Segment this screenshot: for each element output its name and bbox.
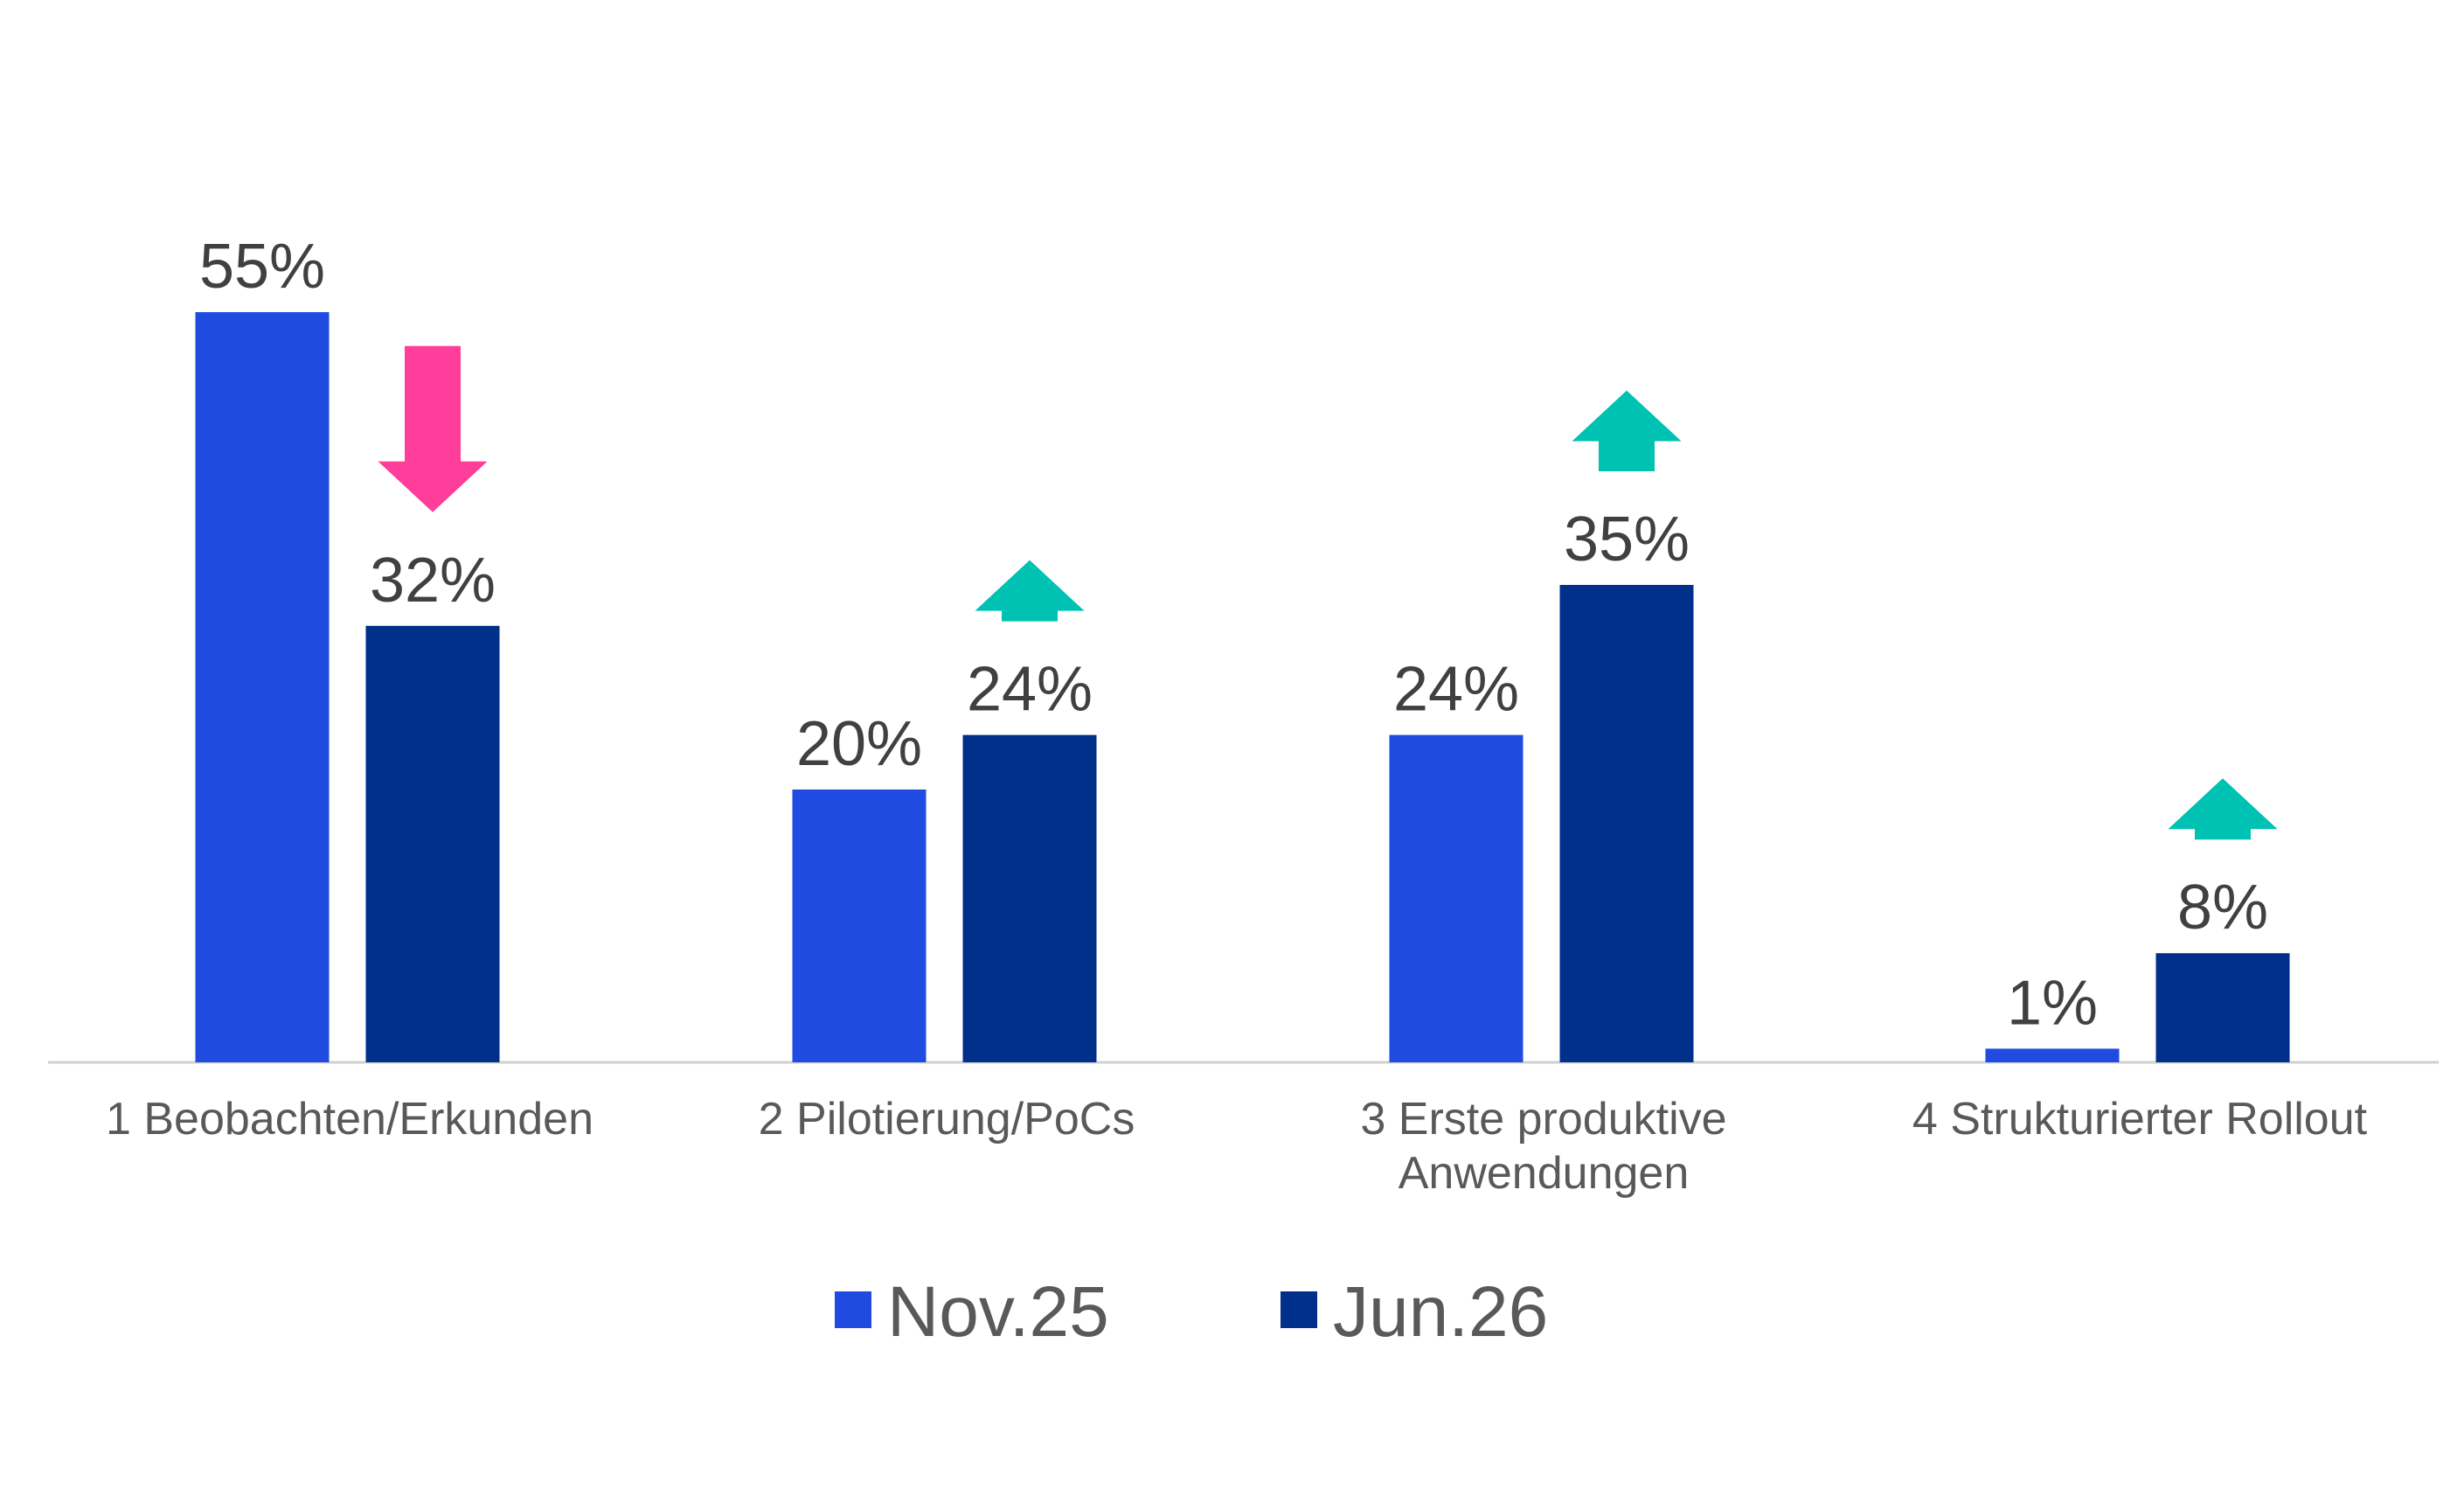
bar-nov25-cat3 [1389, 734, 1524, 1062]
legend-swatch-jun26 [1281, 1291, 1317, 1328]
data-label-nov25-cat2: 20% [796, 709, 922, 779]
data-label-nov25-cat1: 55% [199, 232, 325, 302]
trend-arrow-up-icon-cat4 [2168, 778, 2278, 840]
trend-arrow-up-icon-cat3 [1572, 390, 1682, 471]
data-label-jun26-cat4: 8% [2177, 873, 2268, 943]
bar-nov25-cat1 [195, 312, 330, 1062]
bar-nov25-cat2 [792, 790, 927, 1062]
category-label-2: 2 Pilotierung/PoCs [759, 1094, 1135, 1145]
data-label-nov25-cat3: 24% [1393, 655, 1519, 725]
trend-arrow-down-icon-cat1 [378, 345, 488, 512]
legend-label-jun26: Jun.26 [1333, 1272, 1548, 1352]
data-label-jun26-cat3: 35% [1564, 504, 1690, 574]
category-label-3: 3 Erste produktive Anwendungen [1360, 1094, 1726, 1199]
category-label-4: 4 Strukturierter Rollout [1912, 1094, 2368, 1145]
data-label-jun26-cat2: 24% [967, 655, 1093, 725]
bar-jun26-cat3 [1559, 585, 1694, 1062]
legend-swatch-nov25 [835, 1291, 871, 1328]
data-label-nov25-cat4: 1% [2007, 968, 2098, 1038]
data-label-jun26-cat1: 32% [370, 546, 496, 616]
category-label-1: 1 Beobachten/Erkunden [106, 1094, 593, 1145]
bar-nov25-cat4 [1985, 1048, 2120, 1062]
trend-arrow-up-icon-cat2 [975, 560, 1085, 622]
bar-jun26-cat1 [365, 625, 500, 1062]
bar-jun26-cat4 [2155, 953, 2290, 1062]
legend-label-nov25: Nov.25 [887, 1272, 1109, 1352]
bar-jun26-cat2 [962, 734, 1097, 1062]
